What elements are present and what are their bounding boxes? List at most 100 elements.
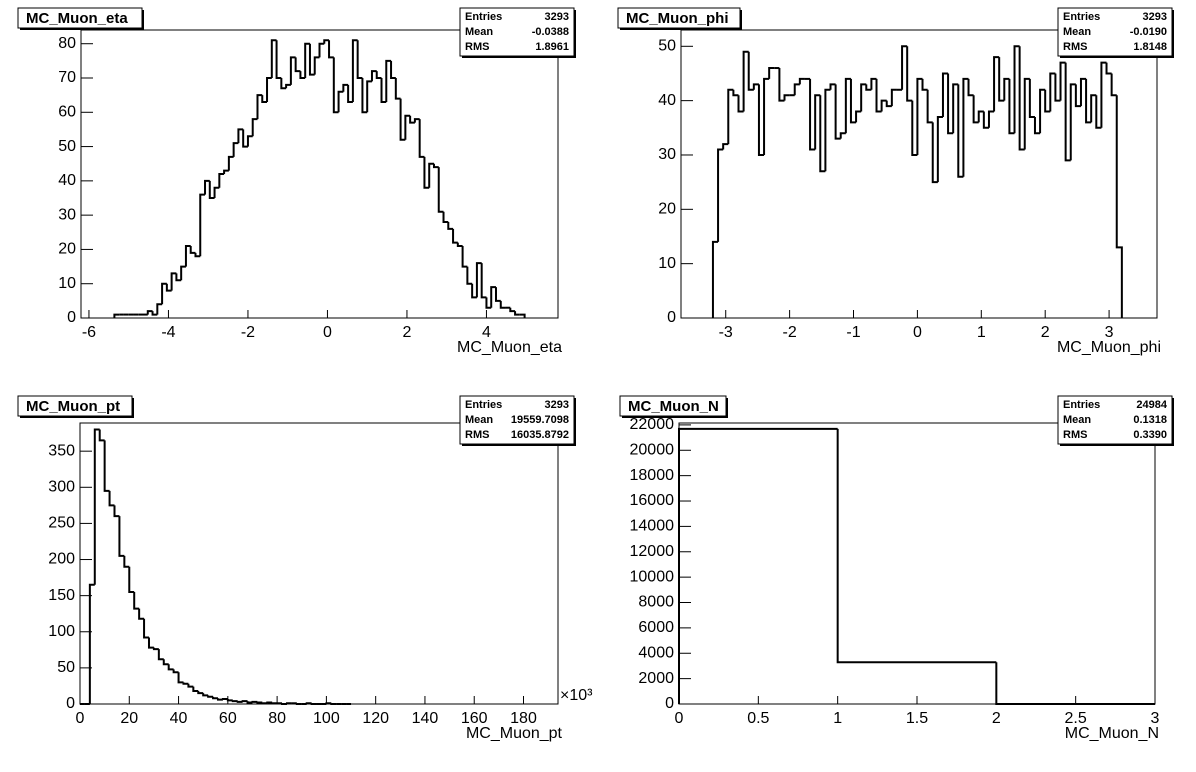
- histogram-bin: [962, 77, 969, 177]
- histogram-bin: [103, 440, 110, 492]
- histogram-bin: [261, 95, 268, 103]
- histogram-bin: [1100, 61, 1107, 128]
- histogram-bin: [294, 57, 301, 73]
- chart-title: MC_Muon_eta: [26, 10, 128, 27]
- stats-value: 24984: [1136, 399, 1167, 411]
- y-tick-label: 14000: [630, 518, 675, 535]
- histogram-bin: [829, 83, 836, 90]
- y-tick-label: 100: [48, 623, 75, 640]
- histogram-bin: [717, 148, 724, 242]
- histogram-bin: [156, 303, 163, 315]
- histogram-bin: [347, 84, 353, 103]
- histogram-bin: [237, 128, 244, 144]
- histogram-bin: [967, 78, 974, 97]
- histogram-bin: [157, 649, 164, 661]
- histogram-bin: [138, 608, 145, 620]
- x-tick-label: 40: [170, 710, 188, 727]
- y-tick-label: 16000: [630, 492, 675, 509]
- y-tick-label: 30: [658, 146, 676, 163]
- histogram-bin: [834, 84, 841, 140]
- histogram-bin: [170, 272, 177, 291]
- histogram-bin: [218, 173, 225, 188]
- histogram-bin: [123, 555, 130, 568]
- y-tick-label: 0: [665, 695, 674, 712]
- chart-title: MC_Muon_N: [628, 398, 719, 415]
- histogram-bin: [839, 132, 846, 139]
- histogram-bin: [977, 110, 984, 123]
- y-tick-label: 40: [658, 92, 676, 109]
- histogram-bin: [998, 57, 1005, 102]
- stats-label: Entries: [1063, 11, 1100, 23]
- stats-label: Mean: [1063, 26, 1091, 38]
- x-tick-label: 2.5: [1065, 710, 1087, 727]
- histogram-bin: [304, 42, 310, 78]
- histogram-bin: [875, 78, 882, 113]
- histogram-bin: [519, 313, 526, 318]
- stats-value: 16035.8792: [511, 429, 569, 441]
- histogram-bin: [798, 77, 805, 85]
- histogram-bin: [466, 266, 473, 285]
- histogram-bin: [366, 80, 372, 113]
- title-box: [619, 395, 727, 417]
- histogram-bin: [113, 505, 120, 518]
- x-tick-label: 0: [913, 324, 922, 341]
- histogram-bin: [202, 693, 209, 697]
- histogram-bin: [266, 77, 272, 102]
- histogram-bin: [98, 429, 105, 442]
- y-tick-label: 10000: [630, 568, 675, 585]
- histogram-bin: [207, 695, 214, 698]
- histogram-bin: [768, 67, 775, 79]
- histogram-bin: [1069, 83, 1076, 161]
- histogram-bin: [514, 311, 520, 316]
- y-tick-label: 0: [67, 309, 76, 326]
- stats-value: 3293: [545, 11, 569, 23]
- x-tick-label: -2: [783, 324, 797, 341]
- y-tick-label: 0: [66, 695, 75, 712]
- histogram-bin: [399, 98, 406, 141]
- histogram-bin: [722, 143, 729, 150]
- histogram-bin: [499, 300, 506, 309]
- histogram-bin: [213, 186, 220, 198]
- histogram-bin: [162, 659, 169, 666]
- histogram-bin: [231, 700, 238, 703]
- y-tick-label: 300: [48, 479, 75, 496]
- histogram-bin: [747, 51, 754, 91]
- histogram-bin: [752, 83, 759, 90]
- histogram-bin: [118, 516, 125, 557]
- title-box: [17, 395, 133, 417]
- histogram-bin: [189, 246, 196, 254]
- histogram-bin: [128, 566, 135, 594]
- y-tick-label: 20000: [630, 441, 675, 458]
- title-box: [17, 7, 143, 29]
- histogram-bin: [308, 43, 315, 76]
- stats-label: Entries: [465, 399, 502, 411]
- stats-box: [459, 395, 575, 445]
- stats-box: [459, 7, 575, 57]
- y-tick-label: 2000: [638, 670, 674, 687]
- y-tick-label: 50: [658, 38, 676, 55]
- histogram-bin: [428, 162, 434, 188]
- histogram-bin: [855, 110, 862, 123]
- histogram-bin: [783, 94, 790, 101]
- histogram-bin: [509, 307, 516, 313]
- histogram-bin: [1059, 61, 1066, 101]
- histogram-bin: [175, 273, 182, 282]
- histogram-bin: [143, 618, 149, 639]
- stats-value: 1.8961: [535, 41, 569, 53]
- histogram-bin: [494, 287, 501, 302]
- y-tick-label: 40: [58, 172, 76, 189]
- y-tick-label: 18000: [630, 467, 675, 484]
- histogram-bin: [223, 169, 229, 174]
- x-tick-label: 3: [1151, 710, 1160, 727]
- histogram-bin: [742, 50, 749, 112]
- histogram-bin: [957, 84, 964, 178]
- histogram-bin: [418, 119, 425, 158]
- stats-label: RMS: [1063, 41, 1087, 53]
- histogram-bin: [931, 122, 938, 184]
- stats-value: -0.0190: [1130, 26, 1167, 38]
- x-tick-label: 2: [1041, 324, 1050, 341]
- histogram-bin: [161, 282, 167, 305]
- histogram-bin: [860, 83, 867, 112]
- histogram-bin: [113, 313, 120, 318]
- x-tick-label: 180: [510, 710, 537, 727]
